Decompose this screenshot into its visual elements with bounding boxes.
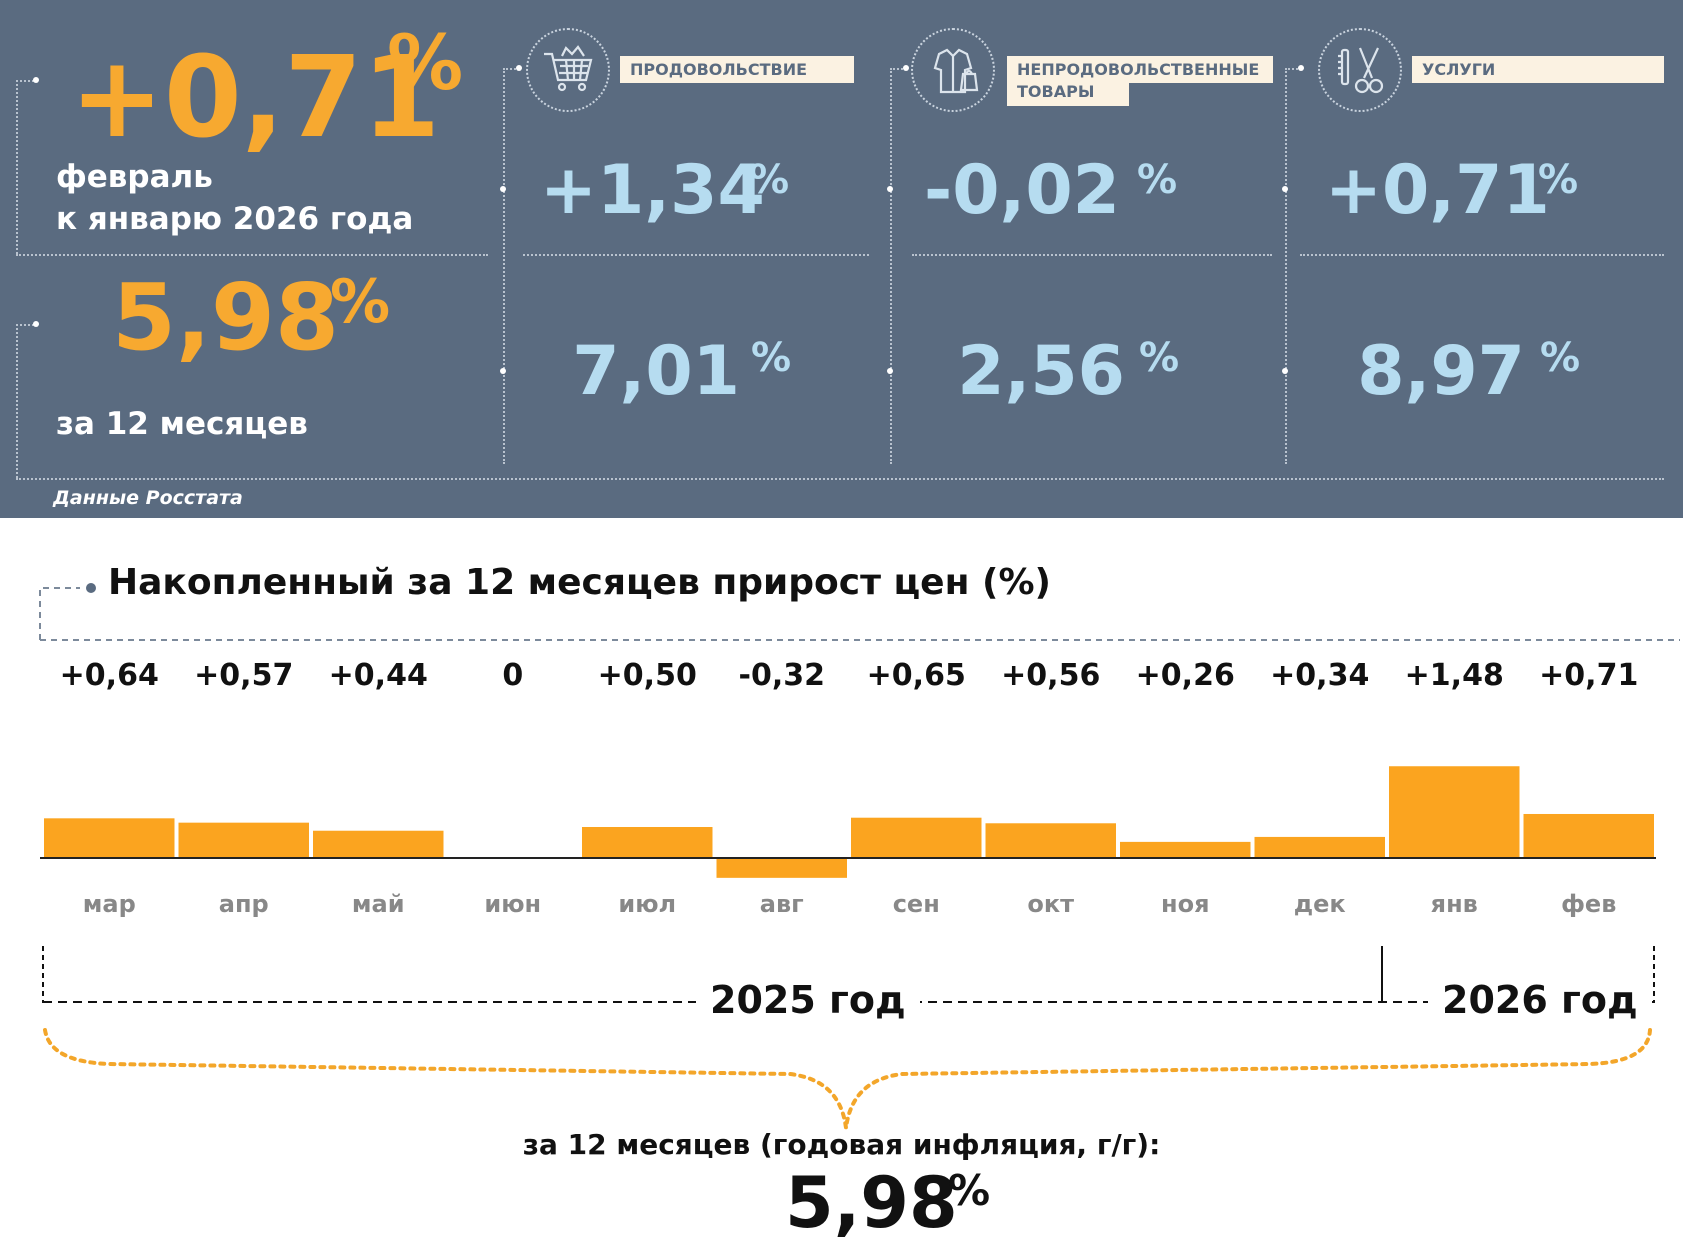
bar-value-label: -0,32 xyxy=(738,658,825,693)
annual-inflation-caption: за 12 месяцев (годовая инфляция, г/г): xyxy=(522,1128,1161,1161)
headline-monthly-caption: февраль xyxy=(56,159,213,195)
bar-value-label: 0 xyxy=(502,658,524,693)
frame-line xyxy=(1285,68,1301,70)
x-tick-label: фев xyxy=(1561,890,1617,918)
x-tick-label: дек xyxy=(1293,890,1346,918)
marker-dot xyxy=(903,65,909,71)
marker-dot xyxy=(33,321,39,327)
headline-monthly-percent: % xyxy=(387,18,464,107)
summary-panel: +0,71 % февраль к январю 2026 года 5,98 … xyxy=(0,0,1683,518)
marker-dot xyxy=(1282,368,1288,374)
scissors-icon xyxy=(1318,28,1402,112)
column-line xyxy=(503,68,505,464)
chart-title: Накопленный за 12 месяцев прирост цен (%… xyxy=(108,562,1051,603)
divider-line xyxy=(523,254,869,256)
x-tick-label: май xyxy=(351,890,405,918)
headline-monthly-value: +0,71 xyxy=(70,33,441,163)
divider-line xyxy=(16,478,1664,480)
divider-line xyxy=(912,254,1272,256)
x-tick-label: мар xyxy=(82,890,136,918)
category-nonfood-label: НЕПРОДОВОЛЬСТВЕННЫЕ xyxy=(1007,56,1273,83)
category-food-monthly-percent: % xyxy=(749,157,790,203)
headline-annual-value: 5,98 xyxy=(112,264,339,371)
marker-dot xyxy=(516,65,522,71)
headline-annual-percent: % xyxy=(330,267,391,337)
column-line xyxy=(1285,68,1287,464)
frame-line xyxy=(16,324,18,478)
x-tick-label: авг xyxy=(759,890,804,918)
category-food-monthly: +1,34 xyxy=(540,151,765,230)
category-services-monthly-percent: % xyxy=(1538,157,1579,203)
bar-value-label: +0,34 xyxy=(1270,658,1370,693)
marker-dot xyxy=(33,77,39,83)
bar-value-label: +1,48 xyxy=(1404,658,1504,693)
bar-value-label: +0,57 xyxy=(194,658,294,693)
title-bullet-dot xyxy=(86,583,96,593)
bar-value-label: +0,44 xyxy=(328,658,428,693)
category-services-monthly: +0,71 xyxy=(1325,151,1550,230)
x-tick-label: апр xyxy=(218,890,269,918)
bar-value-label: +0,71 xyxy=(1539,658,1639,693)
category-nonfood-annual: 2,56 xyxy=(957,332,1125,411)
marker-dot xyxy=(500,368,506,374)
marker-dot xyxy=(1298,65,1304,71)
column-line xyxy=(890,68,892,464)
x-tick-label: сен xyxy=(892,890,940,918)
bar-value-label: +0,64 xyxy=(59,658,159,693)
bar-value-label: +0,50 xyxy=(597,658,697,693)
frame-line xyxy=(16,80,34,82)
x-tick-label: июн xyxy=(484,890,542,918)
divider-line xyxy=(16,254,488,256)
annual-inflation-percent: % xyxy=(948,1166,991,1215)
divider-line xyxy=(1300,254,1664,256)
frame-line xyxy=(890,68,906,70)
bar-value-label: +0,56 xyxy=(1001,658,1101,693)
bar-value-label: +0,65 xyxy=(866,658,966,693)
x-tick-label: ноя xyxy=(1161,890,1210,918)
category-nonfood-label-line2: ТОВАРЫ xyxy=(1007,83,1129,106)
bar-value-label: +0,26 xyxy=(1135,658,1235,693)
year-label-2026: 2026 год xyxy=(1428,978,1652,1022)
marker-dot xyxy=(887,368,893,374)
source-note: Данные Росстата xyxy=(53,487,243,509)
frame-line xyxy=(16,324,34,326)
category-nonfood-annual-percent: % xyxy=(1139,335,1180,381)
x-tick-label: июл xyxy=(618,890,677,918)
marker-dot xyxy=(1282,186,1288,192)
marker-dot xyxy=(500,186,506,192)
category-nonfood-monthly-percent: % xyxy=(1137,157,1178,203)
x-tick-label: окт xyxy=(1027,890,1075,918)
category-services-label: УСЛУГИ xyxy=(1412,56,1664,83)
category-services-annual-percent: % xyxy=(1540,335,1581,381)
marker-dot xyxy=(887,186,893,192)
annual-inflation-value: 5,98 xyxy=(785,1162,958,1244)
frame-line xyxy=(16,80,18,254)
category-services-annual: 8,97 xyxy=(1357,332,1525,411)
clothing-icon xyxy=(911,28,995,112)
category-nonfood-monthly: -0,02 xyxy=(924,151,1120,230)
x-tick-label: янв xyxy=(1430,890,1478,918)
headline-annual-caption: за 12 месяцев xyxy=(56,406,308,442)
frame-line xyxy=(503,68,519,70)
shopping-cart-icon xyxy=(526,28,610,112)
title-bracket xyxy=(39,587,80,640)
category-food-annual-percent: % xyxy=(751,335,792,381)
category-food-annual: 7,01 xyxy=(572,332,740,411)
year-label-2025: 2025 год xyxy=(696,978,920,1022)
total-brace xyxy=(43,1028,1652,1129)
category-food-label: ПРОДОВОЛЬСТВИЕ xyxy=(620,56,854,83)
headline-monthly-caption: к январю 2026 года xyxy=(56,201,414,237)
